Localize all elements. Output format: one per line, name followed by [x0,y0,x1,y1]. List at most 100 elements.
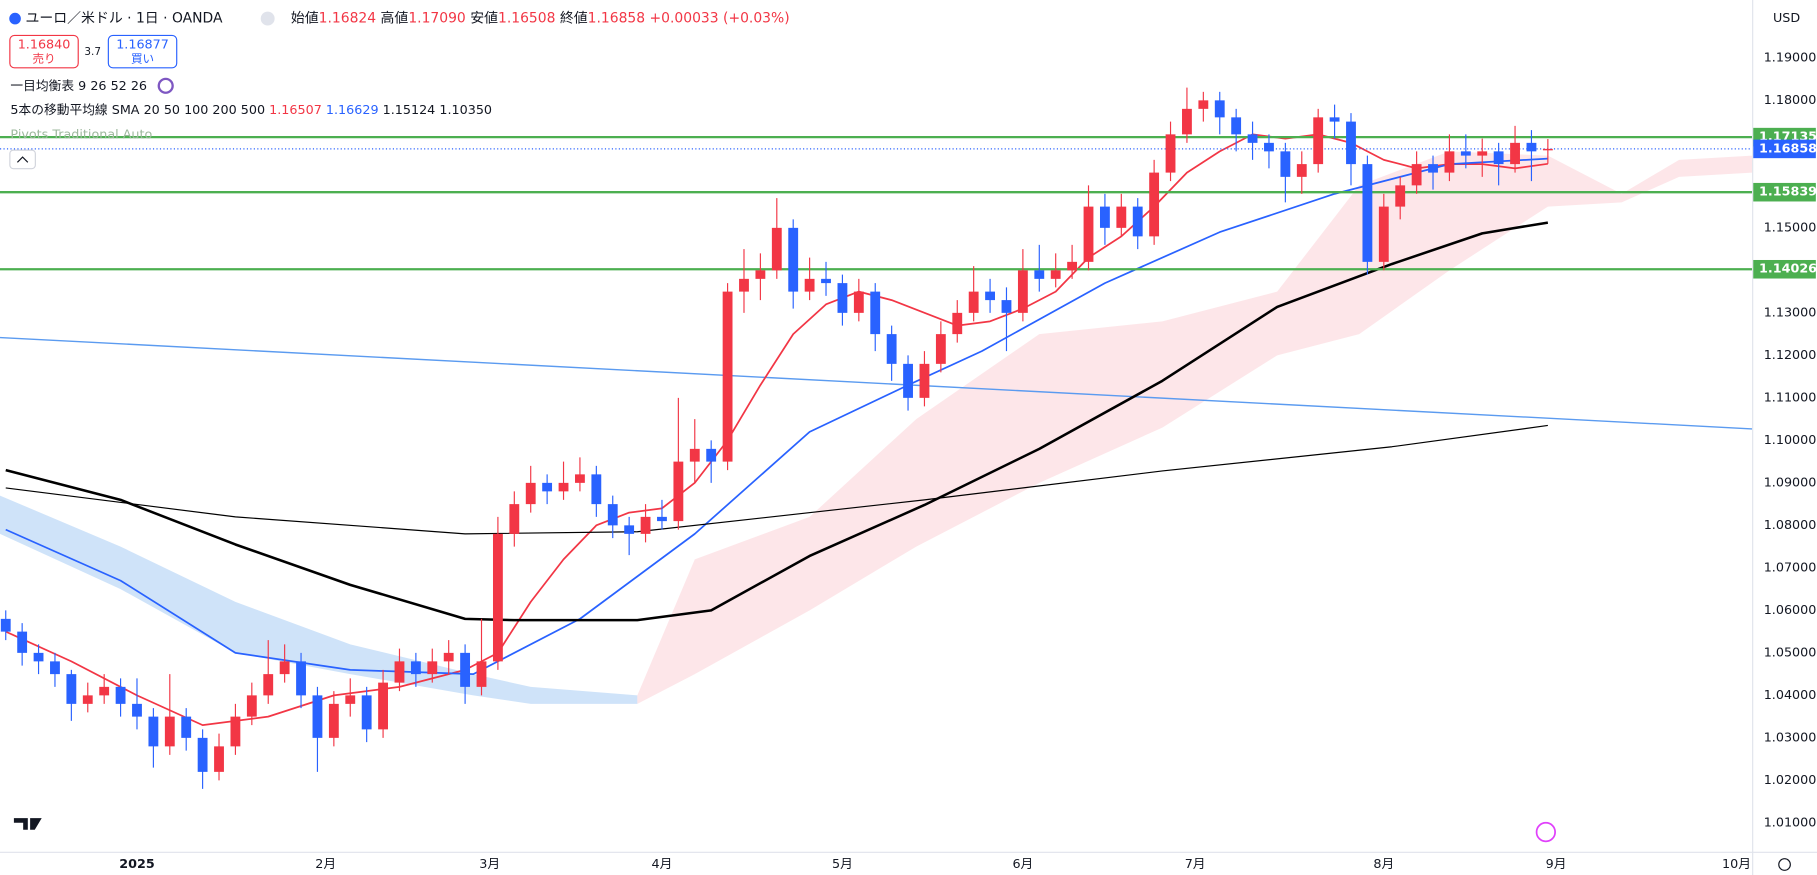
candle-body [952,312,963,335]
ohlc-label: 安値 [470,11,498,27]
x-tick-label: 8月 [1373,857,1394,872]
settings-icon[interactable] [1778,858,1791,871]
symbol-line: ユーロ／米ドル · 1日 · OANDA [25,11,222,27]
ohlc-label: 高値 [381,10,409,27]
candle-body [328,703,339,738]
y-tick-label: 1.11000 [1764,390,1817,405]
candle-body [706,448,717,462]
symbol-dot [260,11,275,26]
flash-icon[interactable] [1535,821,1556,843]
candle-body [1477,151,1488,156]
candle-body [312,695,323,738]
y-tick-label: 1.07000 [1764,560,1817,575]
change: +0.00033 (+0.03%) [650,11,790,27]
candle-body [132,703,142,717]
x-tick-label: 4月 [652,857,673,872]
y-tick-label: 1.13000 [1764,305,1817,320]
candle-body [164,716,175,747]
candle-body [197,737,208,772]
candle-body [99,686,110,696]
indicator-value: 1.10350 [439,103,492,118]
candle-body [230,716,241,747]
ichimoku-cloud [0,495,638,704]
candle-body [542,482,553,492]
candle-body [1526,142,1537,152]
candle-body [935,334,946,364]
buy-price[interactable]: 1.16877 [116,38,169,53]
sell-label[interactable]: 売り [32,52,55,66]
candle-body [1493,151,1504,165]
buy-label[interactable]: 買い [131,52,154,66]
plot-area [0,87,1753,789]
candle-body [17,631,28,653]
indicator-value: 1.16507 [269,103,322,118]
candle-body [804,278,815,292]
candle-body [689,448,700,462]
candle-body [1510,142,1520,165]
candle-body [1264,142,1274,152]
candle-body [1149,172,1160,237]
candle-body [1411,164,1422,186]
last-price-box [1753,139,1816,159]
indicator-params: 9 26 52 26 [78,78,147,93]
y-tick-label: 1.08000 [1764,518,1817,533]
candle-body [1182,108,1192,135]
candle-body [1034,270,1045,279]
candle-body [739,278,749,292]
candle-body [263,674,274,696]
y-tick-label: 1.04000 [1764,688,1817,703]
candle-body [214,746,224,772]
candle-body [443,652,454,662]
ohlc-label: 終値 [560,11,588,27]
candle-body [1067,261,1078,271]
y-tick-label: 1.15000 [1764,220,1817,235]
x-tick-label: 6月 [1012,857,1033,872]
x-tick-label: 7月 [1185,857,1206,872]
candle-body [1362,164,1373,262]
candle-body [607,504,618,526]
indicator-legend: 5本の移動平均線 SMA 20 50 100 200 500 1.16507 1… [10,102,492,118]
y-tick-label: 1.06000 [1764,603,1817,618]
candle-body [1444,151,1455,173]
candle-body [1165,134,1176,173]
candle-body [492,533,503,662]
ohlc-label: 始値 [291,11,319,27]
candle-body [591,474,602,505]
candle-body [0,618,11,632]
sell-button[interactable] [9,34,79,69]
collapse-button[interactable] [9,149,36,170]
candle-body [1329,117,1340,122]
ohlc-value: 1.16824 [319,11,377,27]
candle-body [968,291,979,313]
candle-body [771,227,782,271]
pivot-label: 1.15839 [1759,185,1817,200]
x-tick-label: 2月 [315,857,336,872]
moving-average [5,424,1548,535]
candle-body [378,682,388,730]
x-tick-label: 5月 [832,857,853,872]
y-tick-label: 1.01000 [1764,815,1817,830]
collapse-icon[interactable] [16,156,29,163]
candle-body [1296,164,1307,177]
candle-body [673,461,684,522]
candle-body [1001,300,1012,313]
candle-body [558,482,569,492]
candle-body [1083,206,1094,262]
currency[interactable]: USD [1773,11,1800,26]
candle-body [1214,100,1225,118]
sell-price[interactable]: 1.16840 [18,38,71,53]
candle-body [1231,117,1242,135]
candle-body [1017,270,1028,313]
candle-body [82,695,93,704]
candle-body [575,474,585,483]
moving-average [5,157,1548,675]
candle-body [837,283,848,313]
candle-body [1116,206,1127,228]
x-tick-label: 10月 [1722,857,1751,872]
buy-button[interactable] [107,34,178,69]
y-tick-label: 1.18000 [1764,93,1817,108]
x-tick-label: 3月 [479,857,500,872]
candle-body [361,695,372,730]
